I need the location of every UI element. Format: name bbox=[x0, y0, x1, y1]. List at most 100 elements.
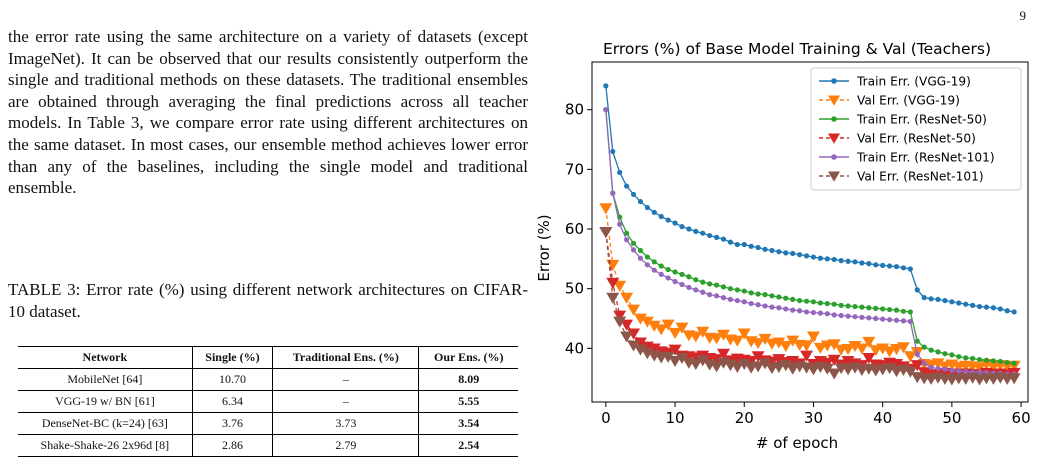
data-point bbox=[658, 263, 664, 269]
data-point bbox=[886, 306, 893, 313]
data-point bbox=[820, 357, 834, 369]
data-point bbox=[686, 284, 692, 291]
data-point bbox=[820, 363, 834, 375]
data-point bbox=[672, 220, 678, 226]
data-point bbox=[599, 203, 613, 215]
chart-title: Errors (%) of Base Model Training & Val … bbox=[603, 40, 991, 58]
data-point bbox=[700, 289, 706, 295]
data-point bbox=[620, 319, 634, 331]
data-point bbox=[979, 358, 993, 370]
data-point bbox=[751, 351, 765, 363]
data-point bbox=[686, 274, 692, 280]
data-point bbox=[734, 297, 740, 304]
legend-box bbox=[810, 67, 1022, 191]
data-point bbox=[730, 335, 744, 347]
data-point bbox=[762, 292, 768, 298]
data-point bbox=[921, 360, 927, 366]
data-point bbox=[661, 351, 675, 363]
data-point bbox=[603, 83, 609, 89]
legend-label: Train Err. (ResNet-101) bbox=[856, 151, 995, 165]
data-point bbox=[928, 347, 934, 353]
data-point bbox=[786, 335, 800, 347]
data-point bbox=[620, 331, 634, 343]
data-point bbox=[852, 314, 858, 320]
data-point bbox=[831, 312, 837, 318]
data-point bbox=[903, 366, 917, 378]
data-point bbox=[679, 271, 685, 277]
data-point bbox=[949, 299, 955, 305]
data-point bbox=[700, 279, 706, 285]
data-point bbox=[1011, 360, 1017, 366]
data-point bbox=[710, 354, 724, 366]
data-point bbox=[734, 287, 740, 293]
data-point bbox=[727, 239, 734, 245]
data-point bbox=[859, 314, 865, 320]
data-point bbox=[665, 217, 671, 223]
data-point bbox=[679, 281, 685, 288]
data-point bbox=[672, 278, 678, 285]
data-point bbox=[838, 258, 844, 264]
data-point bbox=[1007, 373, 1021, 385]
data-point bbox=[876, 343, 890, 355]
data-point bbox=[783, 250, 789, 256]
data-point bbox=[810, 299, 817, 305]
data-point bbox=[976, 357, 983, 363]
data-point bbox=[900, 308, 907, 314]
data-point bbox=[603, 107, 609, 113]
data-point bbox=[716, 329, 730, 341]
data-point bbox=[883, 363, 897, 375]
data-point bbox=[973, 362, 987, 374]
data-point bbox=[776, 249, 782, 255]
data-point bbox=[806, 331, 820, 343]
data-point bbox=[921, 344, 927, 350]
plot-frame bbox=[591, 61, 1029, 403]
data-point bbox=[713, 282, 720, 288]
data-point bbox=[730, 361, 744, 373]
data-point bbox=[651, 267, 657, 273]
data-point bbox=[758, 333, 772, 345]
data-point bbox=[720, 284, 727, 290]
data-point bbox=[935, 296, 941, 303]
cell-our-ens: 2.54 bbox=[418, 434, 518, 457]
data-point bbox=[797, 252, 803, 258]
data-point bbox=[862, 336, 876, 348]
legend-label: Train Err. (VGG-19) bbox=[856, 75, 971, 89]
data-point bbox=[776, 305, 782, 311]
header-our-ens: Our Ens. (%) bbox=[418, 346, 518, 369]
data-point bbox=[689, 358, 703, 370]
y-tick-label: 70 bbox=[565, 160, 584, 178]
data-point bbox=[790, 307, 796, 313]
data-point bbox=[956, 300, 962, 306]
data-point bbox=[679, 224, 685, 230]
data-point bbox=[880, 262, 886, 269]
data-point bbox=[665, 275, 671, 281]
data-point bbox=[866, 305, 872, 311]
legend-marker bbox=[828, 133, 840, 144]
data-point bbox=[710, 333, 724, 345]
data-point bbox=[627, 328, 641, 340]
cell-traditional-ens: – bbox=[272, 368, 419, 391]
data-point bbox=[921, 295, 927, 301]
data-point bbox=[859, 304, 865, 310]
header-traditional-ens: Traditional Ens. (%) bbox=[272, 346, 419, 369]
data-point bbox=[769, 304, 775, 310]
data-point bbox=[624, 237, 630, 243]
cell-traditional-ens: 2.79 bbox=[272, 434, 419, 457]
data-point bbox=[637, 198, 644, 205]
series-5 bbox=[599, 227, 1021, 386]
data-point bbox=[817, 300, 823, 306]
data-point bbox=[716, 348, 730, 360]
data-point bbox=[772, 337, 786, 349]
data-point bbox=[713, 234, 720, 240]
legend-marker bbox=[828, 95, 840, 106]
data-point bbox=[617, 221, 623, 227]
chart-svg: Errors (%) of Base Model Training & Val … bbox=[535, 40, 1031, 452]
data-point bbox=[838, 302, 844, 308]
data-point bbox=[630, 247, 637, 253]
data-point bbox=[668, 344, 682, 356]
data-point bbox=[633, 344, 647, 356]
data-point bbox=[644, 204, 650, 211]
header-single: Single (%) bbox=[191, 346, 273, 369]
data-point bbox=[627, 304, 641, 316]
chart-x-axis-label: # of epoch bbox=[756, 434, 838, 452]
